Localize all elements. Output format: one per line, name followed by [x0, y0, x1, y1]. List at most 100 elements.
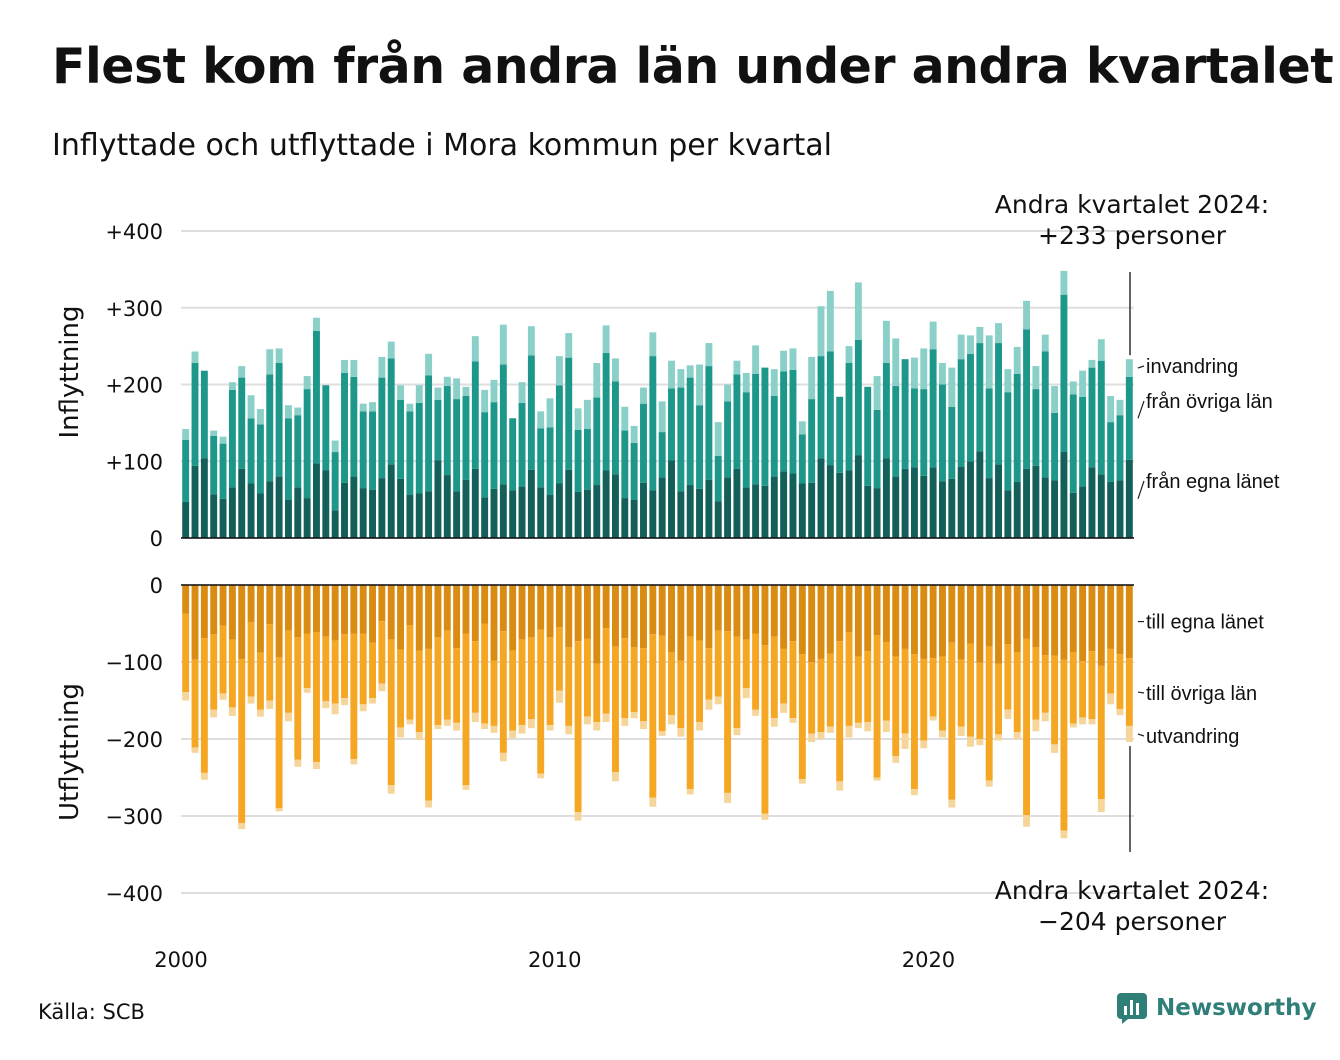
bar-out-to-own-county [630, 585, 638, 648]
bar-out-to-other-counties [434, 637, 442, 726]
bar-out-emigration [1088, 718, 1096, 725]
newsworthy-logo[interactable]: Newsworthy [1116, 992, 1317, 1024]
bar-in-from-other-counties [350, 376, 358, 477]
bar-out-to-own-county [378, 585, 386, 622]
bar-out-emigration [873, 777, 881, 781]
bar-out-emigration [640, 721, 647, 729]
series-labels: invandring från övriga län från egna länet… [995, 190, 1280, 936]
bar-in-from-other-counties [210, 435, 218, 495]
bar-out-to-other-counties [397, 649, 405, 728]
bar-out-to-other-counties [742, 639, 750, 689]
bar-out-emigration [210, 709, 218, 718]
chart-subtitle: Inflyttade och utflyttade i Mora kommun … [52, 128, 832, 163]
bar-out-to-other-counties [733, 636, 741, 729]
bar-in-immigration [640, 387, 647, 404]
bar-in-from-own-county [397, 478, 405, 538]
bar-in-from-other-counties [1004, 392, 1012, 491]
bar-in-immigration [602, 325, 610, 354]
bar-in-immigration [359, 403, 367, 412]
bar-in-from-own-county [238, 468, 246, 538]
bar-in-from-other-counties [583, 429, 591, 490]
bar-in-immigration [434, 387, 442, 400]
bar-in-from-own-county [892, 476, 900, 538]
bar-out-to-other-counties [668, 651, 675, 716]
bar-in-immigration [294, 407, 302, 416]
bar-in-immigration [303, 376, 311, 390]
bar-out-to-other-counties [1051, 655, 1059, 745]
bar-out-to-other-counties [995, 663, 1002, 735]
bar-in-immigration [967, 335, 974, 354]
bar-in-from-own-county [284, 499, 292, 538]
bar-out-to-own-county [182, 585, 190, 614]
bar-out-to-own-county [499, 585, 507, 632]
bar-in-from-other-counties [948, 406, 956, 479]
bar-out-to-own-county [920, 585, 928, 659]
bar-in-immigration [256, 409, 264, 425]
bar-in-from-own-county [1097, 474, 1105, 538]
bar-out-to-other-counties [565, 647, 573, 726]
bar-in-immigration [733, 360, 741, 375]
bar-in-immigration [537, 411, 545, 429]
bar-out-emigration [1079, 717, 1087, 725]
bar-in-from-other-counties [1032, 389, 1040, 466]
bar-out-emigration [247, 696, 255, 704]
bar-out-emigration [415, 732, 423, 740]
bar-out-to-own-county [976, 585, 984, 663]
bar-out-to-other-counties [761, 645, 769, 814]
bar-in-from-own-county [341, 482, 348, 538]
bar-out-to-own-county [313, 585, 320, 632]
bar-out-to-own-county [957, 585, 965, 660]
bar-out-emigration [284, 712, 292, 722]
bar-in-from-own-county [686, 485, 694, 538]
bar-in-immigration [939, 363, 946, 385]
bar-out-to-other-counties [406, 625, 414, 720]
bar-in-from-other-counties [920, 389, 928, 476]
bar-in-immigration [462, 386, 470, 397]
bar-out-to-own-county [238, 585, 246, 659]
bar-out-to-own-county [228, 585, 236, 640]
bar-in-immigration [780, 350, 788, 372]
bar-in-from-own-county [387, 464, 395, 538]
bar-in-from-other-counties [191, 363, 199, 466]
bar-out-to-other-counties [658, 635, 666, 732]
bar-out-emigration [789, 718, 797, 723]
label-connector [1137, 480, 1145, 500]
bar-out-emigration [1051, 744, 1059, 753]
bar-out-to-own-county [341, 585, 348, 635]
bar-out-emigration [593, 722, 601, 731]
bar-out-to-other-counties [939, 656, 946, 731]
bar-in-from-own-county [1116, 480, 1124, 538]
bar-in-from-other-counties [910, 388, 918, 468]
bar-in-immigration [873, 376, 881, 410]
bar-in-from-other-counties [761, 367, 769, 486]
bar-in-immigration [406, 403, 414, 412]
bar-in-from-other-counties [836, 396, 844, 473]
bar-in-from-own-county [462, 479, 470, 538]
bar-in-from-other-counties [1116, 415, 1124, 481]
label-invandring: invandring [1146, 356, 1238, 378]
bar-in-immigration [985, 335, 993, 389]
bar-in-from-own-county [761, 485, 769, 538]
bar-in-from-own-county [275, 476, 283, 538]
bar-in-immigration [499, 324, 507, 365]
bar-in-from-other-counties [1125, 376, 1133, 460]
bar-out-to-other-counties [1097, 665, 1105, 800]
bar-out-to-own-county [901, 585, 909, 649]
bar-out-to-other-counties [910, 654, 918, 790]
bar-in-from-own-county [976, 451, 984, 538]
bar-out-emigration [668, 715, 675, 725]
bar-in-from-own-county [770, 476, 778, 538]
bar-out-to-other-counties [462, 633, 470, 786]
bar-in-from-own-county [593, 485, 601, 538]
bar-out-emigration [313, 762, 320, 770]
bar-out-to-other-counties [929, 658, 937, 717]
bar-in-from-own-county [322, 470, 330, 538]
bar-out-emigration [752, 709, 760, 716]
annotation-out-line2: −204 personer [1038, 907, 1227, 936]
bar-in-immigration [527, 326, 535, 356]
bar-in-immigration [742, 372, 750, 393]
bar-out-to-other-counties [677, 660, 685, 729]
bar-in-from-own-county [630, 499, 638, 538]
bar-out-to-own-county [574, 585, 582, 642]
bar-out-to-other-counties [387, 639, 395, 786]
